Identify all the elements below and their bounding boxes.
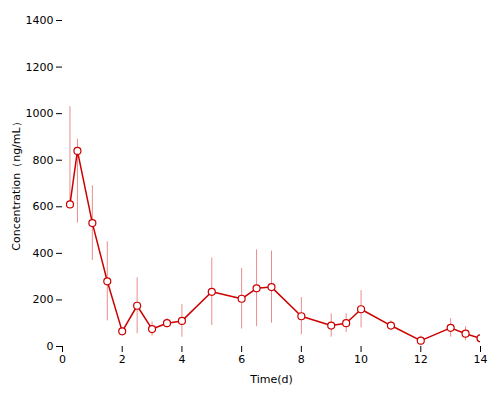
svg-text:1200: 1200 [26, 61, 54, 74]
svg-text:0: 0 [47, 340, 54, 353]
svg-text:1000: 1000 [26, 107, 54, 120]
svg-text:14: 14 [474, 353, 488, 366]
svg-text:200: 200 [33, 293, 54, 306]
svg-text:4: 4 [178, 353, 185, 366]
svg-text:2: 2 [119, 353, 126, 366]
svg-text:800: 800 [33, 154, 54, 167]
svg-text:400: 400 [33, 247, 54, 260]
svg-text:Time(d): Time(d) [249, 373, 293, 386]
svg-text:600: 600 [33, 200, 54, 213]
svg-text:0: 0 [59, 353, 66, 366]
svg-text:10: 10 [354, 353, 368, 366]
svg-text:6: 6 [238, 353, 245, 366]
svg-text:Concentration（ng/mL）: Concentration（ng/mL） [10, 116, 23, 250]
svg-text:8: 8 [298, 353, 305, 366]
svg-text:12: 12 [414, 353, 428, 366]
svg-text:1400: 1400 [26, 14, 54, 27]
